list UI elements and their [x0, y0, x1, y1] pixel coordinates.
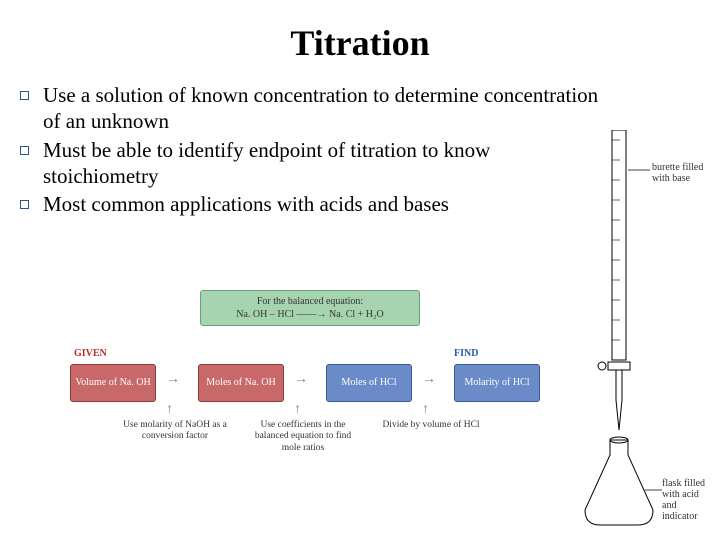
arrow-up-icon: ↑	[294, 402, 301, 418]
bullet-marker-icon	[20, 200, 29, 209]
flow-box-volume-naoh: Volume of Na. OH	[70, 364, 156, 402]
bullet-marker-icon	[20, 91, 29, 100]
bullet-text: Use a solution of known concentration to…	[43, 82, 600, 135]
bullet-item: Must be able to identify endpoint of tit…	[20, 137, 600, 190]
apparatus-svg	[550, 130, 710, 530]
arrow-up-icon: ↑	[166, 402, 173, 418]
bullet-text: Most common applications with acids and …	[43, 191, 449, 217]
flow-diagram: For the balanced equation: Na. OH – HCl …	[70, 290, 540, 500]
bullet-item: Most common applications with acids and …	[20, 191, 600, 217]
arrow-right-icon: →	[422, 372, 436, 388]
titration-apparatus: burette filled with base flask filled wi…	[550, 130, 710, 530]
burette-label: burette filled with base	[652, 162, 710, 184]
arrow-right-icon: →	[294, 372, 308, 388]
arrow-right-icon: →	[166, 372, 180, 388]
arrow-up-icon: ↑	[422, 402, 429, 418]
bullet-item: Use a solution of known concentration to…	[20, 82, 600, 135]
equation-line2: Na. OH – HCl ——→ Na. Cl + H₂O	[207, 308, 413, 321]
flow-box-molarity-hcl: Molarity of HCl	[454, 364, 540, 402]
slide-title: Titration	[0, 0, 720, 82]
find-label: FIND	[454, 348, 478, 359]
flow-box-moles-hcl: Moles of HCl	[326, 364, 412, 402]
step-label-divide: Divide by volume of HCl	[376, 420, 486, 431]
step-label-coefficients: Use coefficients in the balanced equatio…	[248, 420, 358, 454]
equation-line1: For the balanced equation:	[207, 295, 413, 308]
flask-label: flask filled with acid and indicator	[662, 478, 712, 522]
flow-box-moles-naoh: Moles of Na. OH	[198, 364, 284, 402]
equation-box: For the balanced equation: Na. OH – HCl …	[200, 290, 420, 326]
bullet-marker-icon	[20, 146, 29, 155]
bullet-text: Must be able to identify endpoint of tit…	[43, 137, 600, 190]
given-label: GIVEN	[74, 348, 107, 359]
step-label-molarity: Use molarity of NaOH as a conversion fac…	[120, 420, 230, 443]
